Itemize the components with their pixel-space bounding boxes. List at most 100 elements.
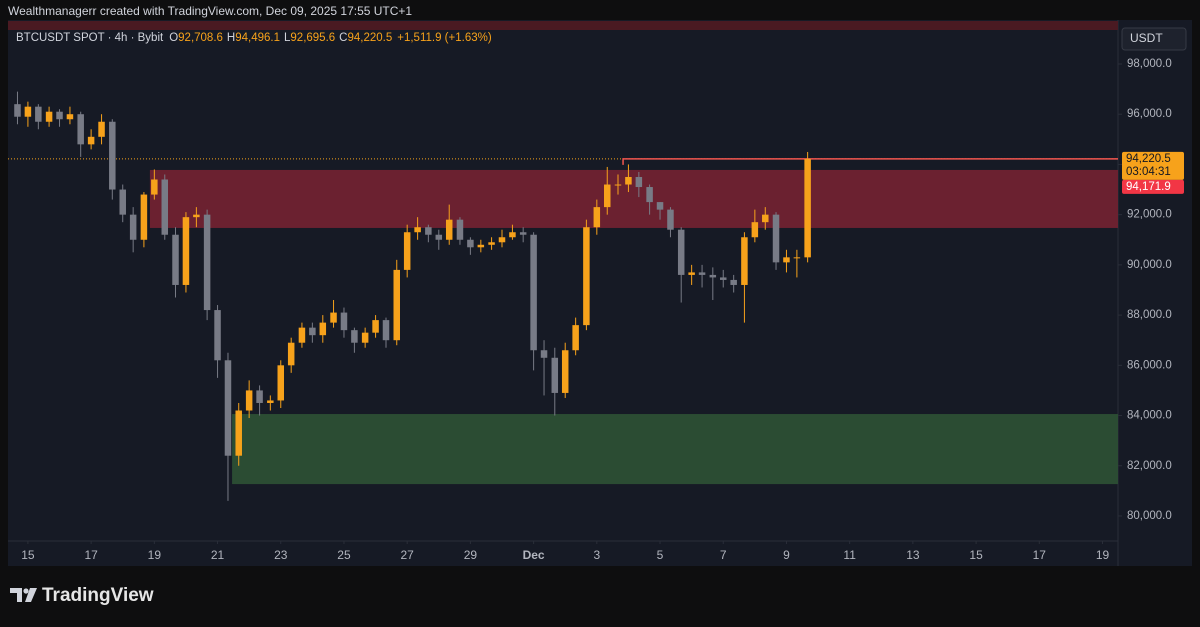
candle-body: [425, 227, 432, 235]
candle-body: [372, 320, 379, 333]
legend-label: H: [227, 32, 235, 44]
legend-label: O: [169, 32, 178, 44]
x-tick-label: 23: [274, 548, 288, 562]
candle-body: [477, 244, 485, 248]
candle-body: [193, 214, 200, 218]
candle-body: [783, 257, 790, 263]
candle-body: [77, 114, 84, 145]
candle-body: [203, 214, 211, 311]
candle-body: [87, 136, 95, 145]
x-tick-label: 17: [84, 548, 98, 562]
last-price-line: [622, 158, 1118, 165]
candle-body: [151, 179, 158, 195]
legend-label: C: [339, 32, 347, 44]
candle-body: [35, 106, 42, 122]
candle-body: [245, 390, 253, 411]
candle-body: [45, 111, 53, 122]
candle-body: [698, 272, 706, 275]
candle-body: [677, 229, 685, 275]
x-tick-label: 21: [211, 548, 225, 562]
candle-body: [361, 332, 369, 343]
candle-body: [467, 239, 474, 248]
x-tick-label: 15: [969, 548, 983, 562]
candle-body: [498, 237, 506, 243]
candle-body: [267, 400, 274, 403]
candle-body: [751, 222, 759, 238]
candle-body: [603, 184, 611, 208]
candle-body: [129, 214, 137, 240]
y-tick-label: 98,000.0: [1127, 58, 1172, 70]
legend-value: 94,220.5: [347, 32, 392, 44]
candle-body: [235, 410, 242, 456]
candle-body: [741, 237, 748, 285]
logo-mark: [10, 588, 22, 602]
candle-body: [646, 187, 653, 203]
candle-body: [762, 214, 769, 223]
y-tick-label: 92,000.0: [1127, 209, 1172, 221]
tradingview-logo: [10, 588, 37, 602]
candle-body: [119, 189, 126, 215]
x-tick-label: 19: [148, 548, 162, 562]
candle-body: [625, 176, 632, 185]
plot: 80,000.0 82,000.0 84,000.0 86,000.0 88,000.0…: [8, 21, 1187, 562]
logo-mark: [25, 588, 37, 602]
candle-body: [172, 234, 179, 285]
candle-body: [351, 330, 358, 343]
candle-body: [540, 350, 548, 358]
candle-body: [509, 232, 516, 238]
candle-body: [772, 214, 780, 263]
x-tick-label: 29: [464, 548, 478, 562]
x-tick-label: 5: [657, 548, 664, 562]
zone: [232, 414, 1118, 485]
candle-body: [287, 342, 295, 366]
logo-mark: [23, 588, 29, 594]
candle-body: [435, 234, 443, 240]
brand: TradingView: [42, 585, 154, 606]
candle-body: [224, 360, 232, 456]
candle-body: [635, 176, 643, 188]
candle-body: [519, 232, 527, 235]
candle-body: [793, 257, 801, 259]
candle-body: [382, 320, 390, 341]
candle-body: [456, 219, 464, 240]
bid-label: 94,171.9: [1126, 181, 1171, 193]
candle-body: [688, 272, 695, 275]
candle-body: [730, 279, 737, 285]
change: +1,511.9 (+1.63%): [397, 32, 492, 44]
x-tick-label: 11: [843, 548, 856, 562]
chart-panel: [8, 20, 1192, 566]
candle-body: [530, 234, 537, 351]
candle-body: [488, 242, 495, 245]
candle-body: [414, 227, 421, 233]
y-tick-label: 88,000.0: [1127, 309, 1172, 321]
candle-body: [256, 390, 263, 403]
candle-body: [56, 111, 63, 120]
x-tick-label: 17: [1033, 548, 1047, 562]
candle-body: [330, 312, 337, 323]
candle-body: [14, 104, 21, 117]
candle-body: [109, 121, 116, 190]
y-tick-label: 80,000.0: [1127, 510, 1172, 522]
candle-body: [709, 274, 717, 278]
candle-body: [393, 269, 401, 341]
candle-body: [182, 217, 190, 285]
x-tick-label: 13: [906, 548, 920, 562]
y-tick-label: 82,000.0: [1127, 460, 1172, 472]
zone: [8, 21, 1118, 30]
y-tick-label: 96,000.0: [1127, 108, 1172, 120]
candle-body: [551, 357, 559, 393]
candle-body: [66, 114, 74, 120]
x-tick-label: 9: [783, 548, 790, 562]
candle-body: [656, 202, 664, 210]
last-price-label: 94,220.5: [1126, 153, 1171, 165]
symbol: BTCUSDT SPOT · 4h · Bybit: [16, 32, 164, 44]
legend-value: 94,496.1: [235, 32, 280, 44]
candle-body: [140, 194, 148, 240]
ohlc-legend: BTCUSDT SPOT · 4h · Bybit O92,708.6 H94,49…: [16, 32, 492, 44]
countdown: 03:04:31: [1126, 166, 1171, 178]
credit: Wealthmanagerr created with TradingView.…: [8, 4, 412, 18]
candle-body: [614, 184, 622, 186]
legend-label: L: [284, 32, 291, 44]
candle-body: [719, 277, 727, 280]
